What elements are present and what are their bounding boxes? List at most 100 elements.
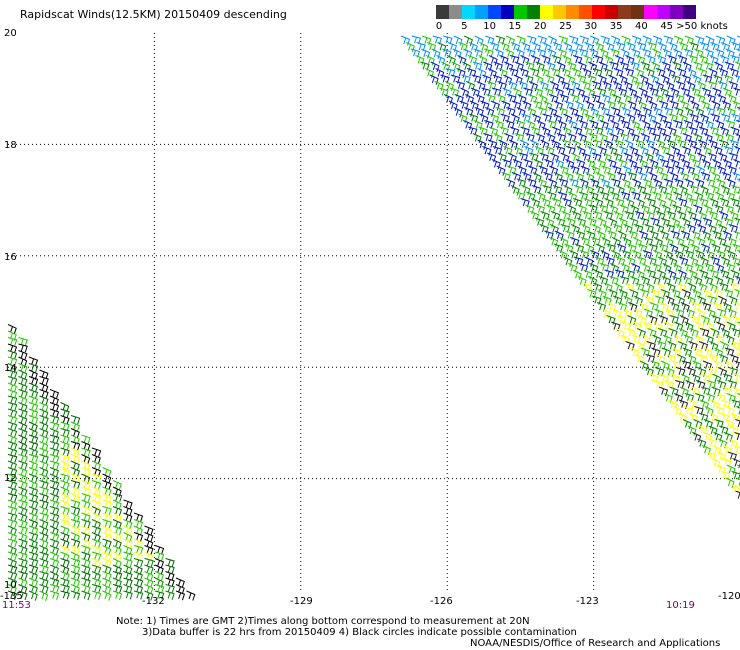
- wind-barb: [18, 545, 28, 555]
- wind-barb: [49, 590, 60, 600]
- wind-barb: [572, 126, 583, 136]
- wind-barb: [70, 460, 80, 471]
- wind-barb: [704, 191, 715, 201]
- wind-barb: [679, 315, 689, 326]
- wind-barb: [702, 146, 712, 157]
- wind-barb: [701, 302, 712, 312]
- wind-barb: [175, 590, 186, 601]
- wind-barb: [728, 224, 738, 234]
- wind-barb: [710, 256, 720, 266]
- wind-barb: [451, 61, 461, 73]
- wind-barb: [28, 519, 38, 529]
- wind-barb: [640, 347, 650, 358]
- wind-barb: [635, 198, 645, 209]
- wind-barb: [720, 256, 730, 267]
- wind-barb: [81, 519, 91, 529]
- wind-barb: [123, 499, 133, 510]
- wind-barb: [674, 35, 684, 46]
- wind-barb: [704, 406, 714, 417]
- wind-barb: [503, 146, 513, 156]
- wind-barb: [547, 120, 557, 130]
- wind-barb: [18, 337, 28, 347]
- wind-barb: [102, 538, 112, 548]
- wind-barb: [556, 133, 567, 143]
- wind-barb: [620, 120, 631, 130]
- wind-barb: [646, 55, 656, 65]
- wind-barb: [674, 393, 684, 404]
- wind-barb: [49, 538, 60, 549]
- colorbar-segment: [657, 5, 670, 19]
- wind-barb: [81, 538, 91, 549]
- wind-barb: [520, 198, 530, 208]
- wind-barb: [664, 94, 674, 104]
- wind-barb: [28, 532, 39, 542]
- wind-barb: [688, 198, 698, 208]
- wind-barb: [112, 493, 123, 502]
- wind-barb: [667, 269, 677, 280]
- wind-barb: [717, 224, 727, 235]
- wind-barb: [133, 584, 144, 594]
- wind-barb: [607, 302, 617, 313]
- wind-barb: [102, 532, 112, 542]
- wind-barb: [619, 204, 629, 215]
- wind-barb: [641, 48, 652, 58]
- wind-barb: [591, 237, 601, 247]
- wind-barb: [91, 545, 102, 555]
- wind-barb: [415, 55, 425, 66]
- wind-barb: [663, 321, 674, 331]
- wind-barb: [569, 250, 579, 261]
- wind-barb: [709, 198, 719, 209]
- wind-barb: [123, 577, 133, 587]
- wind-barb: [60, 558, 70, 568]
- wind-barb: [18, 454, 28, 464]
- colorbar-label: 5: [461, 21, 468, 32]
- wind-barb: [28, 480, 38, 491]
- wind-barb: [727, 451, 737, 461]
- wind-barb: [650, 74, 660, 85]
- wind-barb: [123, 571, 133, 581]
- colorbar-label: 45: [660, 21, 674, 32]
- wind-barb: [28, 564, 39, 574]
- wind-barb: [718, 211, 729, 222]
- wind-barb: [654, 81, 664, 92]
- wind-barb: [602, 224, 612, 235]
- wind-barb: [684, 250, 695, 260]
- wind-barb: [502, 87, 512, 98]
- wind-barb: [481, 87, 491, 97]
- wind-barb: [102, 480, 112, 490]
- wind-barb: [595, 243, 605, 254]
- wind-barb: [730, 198, 740, 208]
- wind-barb: [133, 545, 144, 555]
- wind-barb: [641, 263, 651, 274]
- wind-barb: [593, 198, 604, 208]
- wind-barb: [735, 347, 740, 357]
- wind-barb: [681, 217, 691, 229]
- wind-barb: [144, 558, 154, 567]
- wind-barb: [642, 250, 652, 260]
- wind-barb: [528, 165, 538, 176]
- wind-barb: [102, 512, 112, 523]
- wind-barb: [154, 571, 164, 582]
- wind-barb: [549, 94, 559, 104]
- wind-barb: [449, 87, 460, 97]
- wind-barb: [558, 107, 568, 117]
- wind-barb: [531, 185, 542, 195]
- wind-barb: [7, 337, 18, 346]
- wind-barb: [28, 512, 39, 523]
- map-title: Rapidscat Winds(12.5KM) 20150409 descend…: [20, 8, 287, 21]
- wind-barb: [735, 61, 740, 70]
- wind-barb: [562, 198, 572, 208]
- wind-barb: [474, 35, 484, 47]
- wind-barb: [692, 74, 702, 85]
- wind-barb: [570, 237, 580, 247]
- wind-barb: [531, 42, 541, 53]
- wind-barb: [18, 512, 28, 523]
- wind-barb: [456, 68, 466, 78]
- wind-barb: [537, 35, 547, 45]
- wind-barb: [60, 499, 70, 510]
- wind-barb: [733, 302, 740, 311]
- wind-barb: [60, 545, 70, 556]
- wind-barb: [60, 571, 70, 581]
- wind-barb: [565, 87, 575, 97]
- wind-barb: [615, 256, 626, 267]
